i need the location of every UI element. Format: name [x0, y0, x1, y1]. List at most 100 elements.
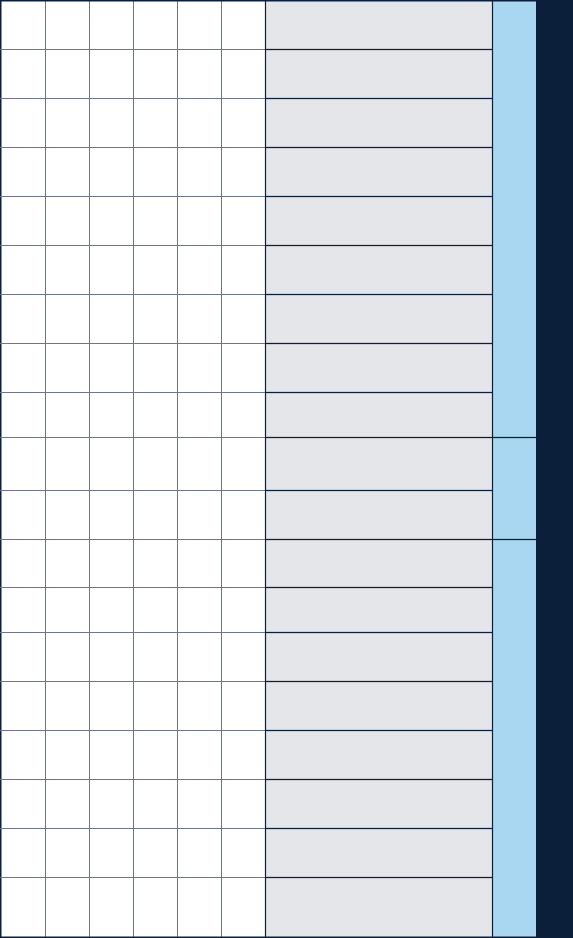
blank-cell[interactable] — [221, 632, 265, 681]
gray-cell[interactable] — [265, 539, 492, 587]
blank-cell[interactable] — [45, 49, 89, 98]
blank-cell[interactable] — [133, 147, 177, 196]
blank-cell[interactable] — [221, 147, 265, 196]
blank-cell[interactable] — [0, 245, 45, 294]
blank-cell[interactable] — [177, 392, 221, 437]
blank-cell[interactable] — [89, 539, 133, 587]
blank-cell[interactable] — [221, 49, 265, 98]
blank-cell[interactable] — [221, 779, 265, 828]
blank-cell[interactable] — [221, 245, 265, 294]
blank-cell[interactable] — [133, 294, 177, 343]
blank-cell[interactable] — [45, 437, 89, 490]
gray-cell[interactable] — [265, 632, 492, 681]
gray-cell[interactable] — [265, 196, 492, 245]
blank-cell[interactable] — [0, 98, 45, 147]
blank-cell[interactable] — [89, 196, 133, 245]
blank-cell[interactable] — [177, 0, 221, 49]
blank-cell[interactable] — [177, 681, 221, 730]
gray-cell[interactable] — [265, 245, 492, 294]
blank-cell[interactable] — [89, 587, 133, 632]
blank-cell[interactable] — [133, 587, 177, 632]
blank-cell[interactable] — [45, 587, 89, 632]
gray-cell[interactable] — [265, 779, 492, 828]
blank-cell[interactable] — [0, 828, 45, 877]
blank-cell[interactable] — [89, 49, 133, 98]
blank-cell[interactable] — [133, 681, 177, 730]
blank-cell[interactable] — [45, 779, 89, 828]
blank-cell[interactable] — [133, 437, 177, 490]
blank-cell[interactable] — [0, 632, 45, 681]
blank-cell[interactable] — [133, 343, 177, 392]
blank-cell[interactable] — [45, 828, 89, 877]
blank-cell[interactable] — [177, 828, 221, 877]
blank-cell[interactable] — [89, 779, 133, 828]
blank-cell[interactable] — [221, 343, 265, 392]
blank-cell[interactable] — [89, 392, 133, 437]
gray-cell[interactable] — [265, 147, 492, 196]
blank-cell[interactable] — [221, 828, 265, 877]
gray-cell[interactable] — [265, 294, 492, 343]
blank-cell[interactable] — [221, 877, 265, 938]
blank-cell[interactable] — [89, 98, 133, 147]
blank-cell[interactable] — [0, 294, 45, 343]
blank-cell[interactable] — [45, 196, 89, 245]
blank-cell[interactable] — [177, 98, 221, 147]
blank-cell[interactable] — [89, 632, 133, 681]
blank-cell[interactable] — [177, 490, 221, 539]
blank-cell[interactable] — [0, 730, 45, 779]
gray-cell[interactable] — [265, 392, 492, 437]
blank-cell[interactable] — [45, 877, 89, 938]
blank-cell[interactable] — [45, 98, 89, 147]
blank-cell[interactable] — [221, 98, 265, 147]
blank-cell[interactable] — [0, 392, 45, 437]
gray-cell[interactable] — [265, 587, 492, 632]
gray-cell[interactable] — [265, 828, 492, 877]
blank-cell[interactable] — [177, 877, 221, 938]
blank-cell[interactable] — [221, 539, 265, 587]
blank-cell[interactable] — [133, 779, 177, 828]
blank-cell[interactable] — [0, 147, 45, 196]
blank-cell[interactable] — [177, 343, 221, 392]
gray-cell[interactable] — [265, 681, 492, 730]
blank-cell[interactable] — [45, 343, 89, 392]
blank-cell[interactable] — [89, 343, 133, 392]
blank-cell[interactable] — [89, 681, 133, 730]
blank-cell[interactable] — [133, 539, 177, 587]
blank-cell[interactable] — [221, 294, 265, 343]
blank-cell[interactable] — [89, 147, 133, 196]
blank-cell[interactable] — [0, 196, 45, 245]
blank-cell[interactable] — [177, 539, 221, 587]
blank-cell[interactable] — [0, 437, 45, 490]
blank-cell[interactable] — [45, 632, 89, 681]
blank-cell[interactable] — [45, 392, 89, 437]
blank-cell[interactable] — [177, 196, 221, 245]
gray-cell[interactable] — [265, 877, 492, 938]
blank-cell[interactable] — [133, 877, 177, 938]
blank-cell[interactable] — [45, 0, 89, 49]
gray-cell[interactable] — [265, 343, 492, 392]
blank-cell[interactable] — [221, 392, 265, 437]
blank-cell[interactable] — [89, 245, 133, 294]
blank-cell[interactable] — [133, 392, 177, 437]
blank-cell[interactable] — [133, 245, 177, 294]
blank-cell[interactable] — [89, 437, 133, 490]
gray-cell[interactable] — [265, 730, 492, 779]
blank-cell[interactable] — [221, 730, 265, 779]
blank-cell[interactable] — [221, 681, 265, 730]
blank-cell[interactable] — [133, 49, 177, 98]
blank-cell[interactable] — [177, 147, 221, 196]
blank-cell[interactable] — [89, 828, 133, 877]
blank-cell[interactable] — [0, 490, 45, 539]
gray-cell[interactable] — [265, 0, 492, 49]
blank-cell[interactable] — [45, 490, 89, 539]
blank-cell[interactable] — [177, 245, 221, 294]
blank-cell[interactable] — [45, 681, 89, 730]
blank-cell[interactable] — [133, 632, 177, 681]
blank-cell[interactable] — [0, 0, 45, 49]
blank-cell[interactable] — [177, 632, 221, 681]
blank-cell[interactable] — [0, 587, 45, 632]
blank-cell[interactable] — [177, 49, 221, 98]
blank-cell[interactable] — [221, 196, 265, 245]
blank-cell[interactable] — [221, 0, 265, 49]
blank-cell[interactable] — [0, 49, 45, 98]
